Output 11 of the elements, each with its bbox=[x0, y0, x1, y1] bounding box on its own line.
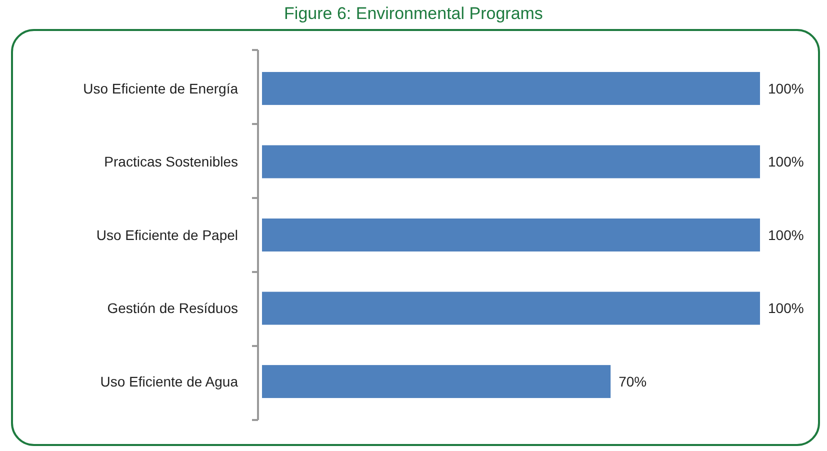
y-tick-label: Practicas Sostenibles bbox=[104, 154, 238, 170]
data-label: 100% bbox=[768, 300, 804, 316]
y-tick-label: Gestión de Resíduos bbox=[107, 300, 238, 316]
data-label: 100% bbox=[768, 154, 804, 170]
chart-title: Figure 6: Environmental Programs bbox=[284, 4, 543, 23]
y-tick-label: Uso Eficiente de Agua bbox=[100, 373, 238, 390]
y-tick-label: Uso Eficiente de Papel bbox=[96, 226, 238, 243]
data-label: 70% bbox=[618, 373, 647, 390]
data-label: 100% bbox=[768, 80, 804, 96]
data-label: 100% bbox=[768, 226, 804, 243]
y-tick-label: Uso Eficiente de Energía bbox=[83, 80, 238, 96]
